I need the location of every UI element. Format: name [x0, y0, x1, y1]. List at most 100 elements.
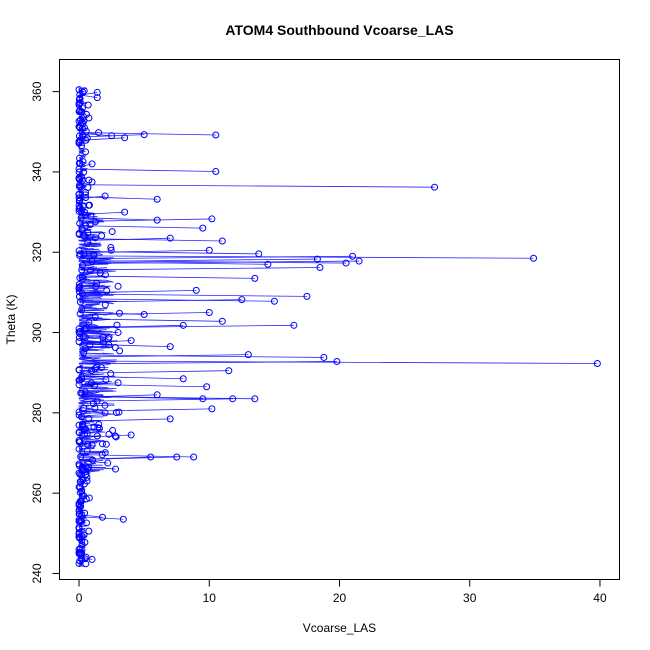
series-segment	[81, 394, 158, 398]
data-point	[76, 91, 84, 99]
series-segment	[81, 361, 337, 365]
data-point	[166, 234, 174, 242]
data-point	[89, 456, 97, 464]
data-point	[251, 274, 259, 282]
data-point	[82, 222, 90, 230]
data-point	[81, 232, 89, 240]
data-point	[76, 470, 84, 478]
series-segment	[81, 324, 294, 329]
data-point	[82, 324, 90, 332]
data-point	[76, 219, 84, 227]
data-point	[104, 459, 112, 467]
data-point	[80, 250, 88, 258]
data-point	[166, 415, 174, 423]
data-point	[79, 422, 87, 430]
y-tick-label: 340	[30, 162, 44, 182]
data-point	[140, 131, 148, 139]
data-point	[121, 134, 129, 142]
data-point	[88, 258, 96, 266]
data-point	[91, 365, 99, 373]
data-point	[93, 279, 101, 287]
data-point	[101, 271, 109, 279]
data-point	[255, 250, 263, 258]
data-point	[75, 175, 83, 183]
data-point	[85, 527, 93, 535]
data-point	[75, 381, 83, 389]
data-point	[112, 433, 120, 441]
data-point	[355, 257, 363, 265]
data-point	[83, 477, 91, 485]
y-tick-label: 260	[30, 483, 44, 503]
data-point	[179, 375, 187, 383]
data-point	[218, 237, 226, 245]
data-point	[76, 310, 84, 318]
data-point	[111, 432, 119, 440]
data-point	[93, 94, 101, 102]
data-point	[116, 347, 124, 355]
chart-title: ATOM4 Southbound Vcoarse_LAS	[225, 22, 453, 38]
data-point	[83, 134, 91, 142]
data-point	[75, 366, 83, 374]
series-segment	[81, 293, 307, 297]
data-point	[75, 201, 83, 209]
series-segment	[81, 184, 435, 188]
series-segment	[81, 261, 268, 265]
series-segment	[81, 289, 197, 294]
data-point	[78, 373, 86, 381]
data-point	[112, 465, 119, 473]
data-point	[80, 87, 88, 95]
data-point	[103, 287, 111, 295]
series-segment	[81, 370, 229, 374]
data-point	[342, 259, 350, 267]
data-point	[101, 401, 109, 409]
data-point	[153, 391, 161, 399]
data-point	[81, 345, 89, 353]
data-point	[218, 317, 226, 325]
y-tick-label: 240	[30, 563, 44, 583]
data-point	[89, 400, 97, 408]
data-point	[208, 215, 216, 223]
data-point	[82, 193, 90, 201]
data-point	[114, 329, 122, 337]
data-point	[75, 117, 83, 125]
y-tick-label: 280	[30, 403, 44, 423]
data-point	[303, 292, 311, 300]
data-point	[88, 555, 96, 563]
data-point	[84, 184, 92, 192]
data-point	[87, 267, 95, 275]
data-point	[98, 451, 106, 459]
data-point	[76, 330, 84, 338]
data-point	[75, 411, 83, 419]
series-segment	[81, 516, 124, 520]
series-segment	[81, 255, 353, 260]
data-point	[85, 318, 93, 326]
data-point	[77, 389, 85, 397]
data-point	[85, 176, 93, 184]
data-point	[80, 404, 88, 412]
data-point	[107, 243, 115, 251]
data-point	[127, 337, 135, 345]
data-point	[105, 430, 113, 438]
data-point	[76, 488, 84, 496]
data-point	[205, 308, 213, 316]
series-segment	[81, 460, 108, 464]
data-point	[316, 264, 324, 271]
data-point	[333, 357, 341, 365]
series-segment	[81, 354, 249, 358]
data-point	[102, 376, 110, 384]
data-point	[107, 370, 115, 378]
y-tick-label: 320	[30, 242, 44, 262]
data-point	[76, 298, 84, 306]
series-segment	[81, 163, 93, 167]
data-point	[83, 110, 91, 118]
data-point	[179, 321, 187, 329]
data-point	[431, 183, 439, 191]
data-point	[78, 261, 86, 269]
data-point	[75, 525, 83, 533]
data-point	[99, 338, 107, 346]
data-point	[90, 382, 98, 390]
data-point	[91, 313, 99, 321]
data-point	[212, 131, 220, 139]
data-point	[78, 124, 86, 132]
data-point	[81, 211, 89, 219]
